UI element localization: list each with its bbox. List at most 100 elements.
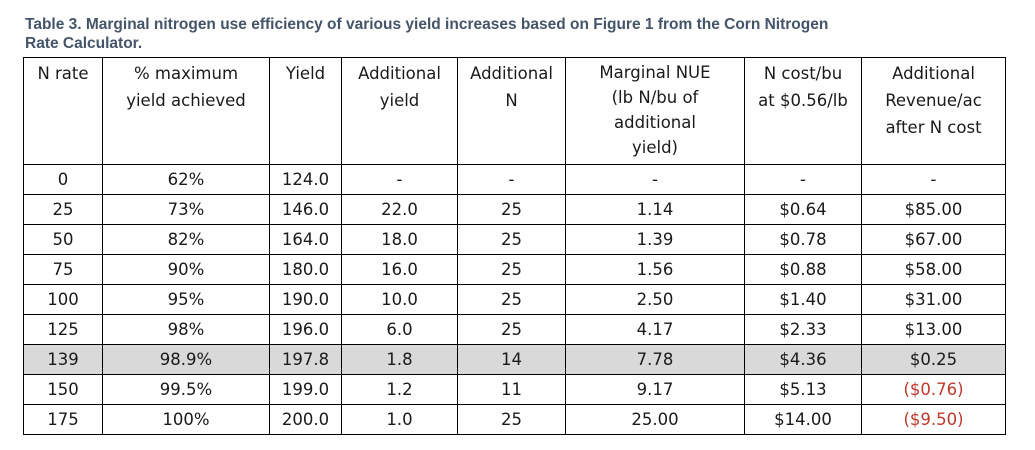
cell-n-rate: 125 bbox=[23, 314, 103, 345]
header-line: additional bbox=[614, 113, 696, 132]
cell-additional-revenue: $0.25 bbox=[861, 344, 1006, 375]
cell-yield: 124.0 bbox=[269, 164, 342, 195]
cell-n-rate: 0 bbox=[23, 164, 103, 195]
table-row: 0 62% 124.0- - - - - bbox=[23, 164, 1006, 195]
cell-n-rate: 100 bbox=[23, 284, 103, 315]
table-body: 0 62% 124.0- - - - -25 73% 146.0 22.0 25 1.14 $0.64 $… bbox=[23, 164, 1006, 435]
table-caption-line-1: Table 3. Marginal nitrogen use efficienc… bbox=[25, 16, 829, 33]
header-line: N cost/bu bbox=[763, 64, 843, 83]
cell-percent-max-yield: 62% bbox=[102, 164, 270, 195]
table-row: 50 82% 164.0 18.0 25 1.39 $0.78 $67.00 bbox=[23, 224, 1006, 255]
header-n-cost-per-bu: N cost/bu at $0.56/lb bbox=[744, 57, 862, 165]
cell-n-rate: 150 bbox=[23, 374, 103, 405]
header-line: Additional bbox=[470, 64, 553, 83]
cell-marginal-nue: 1.39 bbox=[565, 224, 745, 255]
cell-n-cost-per-bu: $14.00 bbox=[744, 404, 862, 435]
cell-yield: 180.0 bbox=[269, 254, 342, 285]
nitrogen-efficiency-table: N rate % maximum yield achieved Yield Ad… bbox=[23, 57, 1006, 435]
table-row: 139 98.9% 197.8 1.8 14 7.78 $4.36 $0.25 bbox=[23, 344, 1006, 375]
cell-n-cost-per-bu: $4.36 bbox=[744, 344, 862, 375]
cell-additional-yield: - bbox=[341, 164, 458, 195]
cell-additional-revenue: $67.00 bbox=[861, 224, 1006, 255]
cell-additional-n: 25 bbox=[457, 314, 566, 345]
table-row: 150 99.5% 199.0 1.2 11 9.17 $5.13 ($0.76) bbox=[23, 374, 1006, 405]
cell-additional-yield: 6.0 bbox=[341, 314, 458, 345]
cell-marginal-nue: 9.17 bbox=[565, 374, 745, 405]
cell-percent-max-yield: 98% bbox=[102, 314, 270, 345]
header-line: after N cost bbox=[885, 118, 982, 137]
cell-yield: 190.0 bbox=[269, 284, 342, 315]
cell-marginal-nue: 4.17 bbox=[565, 314, 745, 345]
cell-additional-n: 25 bbox=[457, 284, 566, 315]
cell-additional-n: 25 bbox=[457, 194, 566, 225]
header-line: (lb N/bu of bbox=[611, 88, 699, 107]
table-header-row: N rate % maximum yield achieved Yield Ad… bbox=[23, 57, 1006, 165]
table-row: 75 90% 180.0 16.0 25 1.56 $0.88 $58.00 bbox=[23, 254, 1006, 285]
cell-percent-max-yield: 100% bbox=[102, 404, 270, 435]
header-line: % maximum bbox=[133, 64, 239, 83]
cell-additional-n: - bbox=[457, 164, 566, 195]
cell-additional-n: 14 bbox=[457, 344, 566, 375]
header-percent-max-yield: % maximum yield achieved bbox=[102, 57, 270, 165]
cell-n-cost-per-bu: $0.88 bbox=[744, 254, 862, 285]
cell-yield: 197.8 bbox=[269, 344, 342, 375]
header-yield: Yield bbox=[269, 57, 342, 165]
cell-additional-revenue: $85.00 bbox=[861, 194, 1006, 225]
cell-additional-yield: 1.8 bbox=[341, 344, 458, 375]
cell-percent-max-yield: 95% bbox=[102, 284, 270, 315]
cell-additional-revenue: ($9.50) bbox=[861, 404, 1006, 435]
table-row: 25 73% 146.0 22.0 25 1.14 $0.64 $85.00 bbox=[23, 194, 1006, 225]
cell-n-cost-per-bu: $0.64 bbox=[744, 194, 862, 225]
cell-n-cost-per-bu: $2.33 bbox=[744, 314, 862, 345]
cell-additional-n: 11 bbox=[457, 374, 566, 405]
cell-additional-yield: 16.0 bbox=[341, 254, 458, 285]
cell-additional-n: 25 bbox=[457, 224, 566, 255]
cell-marginal-nue: 2.50 bbox=[565, 284, 745, 315]
header-line: N bbox=[505, 91, 518, 110]
cell-n-cost-per-bu: $1.40 bbox=[744, 284, 862, 315]
header-line: Revenue/ac bbox=[885, 91, 982, 110]
cell-yield: 200.0 bbox=[269, 404, 342, 435]
cell-n-cost-per-bu: - bbox=[744, 164, 862, 195]
cell-additional-n: 25 bbox=[457, 254, 566, 285]
table-caption: Table 3. Marginal nitrogen use efficienc… bbox=[25, 15, 985, 53]
header-line: Additional bbox=[358, 64, 441, 83]
cell-percent-max-yield: 90% bbox=[102, 254, 270, 285]
cell-marginal-nue: 7.78 bbox=[565, 344, 745, 375]
cell-marginal-nue: - bbox=[565, 164, 745, 195]
cell-additional-revenue: - bbox=[861, 164, 1006, 195]
cell-additional-revenue: ($0.76) bbox=[861, 374, 1006, 405]
cell-marginal-nue: 1.14 bbox=[565, 194, 745, 225]
table-caption-line-2: Rate Calculator. bbox=[25, 35, 143, 52]
header-line: Marginal NUE bbox=[599, 63, 711, 82]
cell-n-rate: 75 bbox=[23, 254, 103, 285]
cell-percent-max-yield: 73% bbox=[102, 194, 270, 225]
cell-additional-yield: 1.2 bbox=[341, 374, 458, 405]
header-additional-revenue: Additional Revenue/ac after N cost bbox=[861, 57, 1006, 165]
cell-yield: 199.0 bbox=[269, 374, 342, 405]
cell-additional-revenue: $58.00 bbox=[861, 254, 1006, 285]
cell-n-cost-per-bu: $0.78 bbox=[744, 224, 862, 255]
cell-additional-yield: 1.0 bbox=[341, 404, 458, 435]
header-additional-yield: Additional yield bbox=[341, 57, 458, 165]
header-line: at $0.56/lb bbox=[758, 91, 848, 110]
header-line: yield achieved bbox=[126, 91, 246, 110]
cell-additional-n: 25 bbox=[457, 404, 566, 435]
cell-marginal-nue: 25.00 bbox=[565, 404, 745, 435]
header-line: Yield bbox=[285, 64, 326, 83]
cell-n-rate: 25 bbox=[23, 194, 103, 225]
header-line: yield) bbox=[632, 138, 678, 157]
header-marginal-nue: Marginal NUE (lb N/bu of additional yiel… bbox=[565, 57, 745, 165]
cell-additional-revenue: $31.00 bbox=[861, 284, 1006, 315]
header-line: Additional bbox=[892, 64, 975, 83]
header-line: yield bbox=[379, 91, 420, 110]
cell-yield: 196.0 bbox=[269, 314, 342, 345]
table-row: 100 95% 190.0 10.0 25 2.50 $1.40 $31.00 bbox=[23, 284, 1006, 315]
header-additional-n: Additional N bbox=[457, 57, 566, 165]
cell-yield: 164.0 bbox=[269, 224, 342, 255]
cell-percent-max-yield: 99.5% bbox=[102, 374, 270, 405]
cell-n-rate: 139 bbox=[23, 344, 103, 375]
cell-additional-yield: 10.0 bbox=[341, 284, 458, 315]
cell-n-rate: 175 bbox=[23, 404, 103, 435]
table-row: 175 100% 200.0 1.0 25 25.00 $14.00 ($9.50) bbox=[23, 404, 1006, 435]
